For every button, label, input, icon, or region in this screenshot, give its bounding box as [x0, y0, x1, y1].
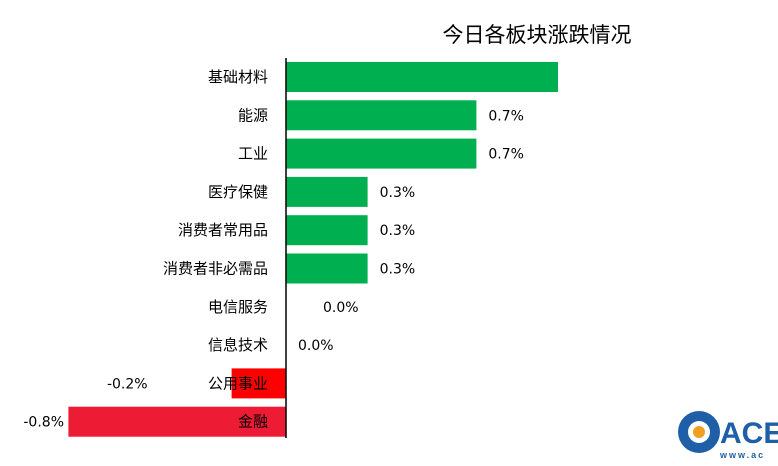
bar [286, 176, 368, 207]
data-label: 0.3% [380, 185, 416, 201]
bar [68, 406, 287, 437]
data-label: 0.3% [380, 262, 416, 278]
category-label: 信息技术 [208, 336, 268, 354]
category-label: 金融 [238, 413, 268, 431]
data-label: 0.0% [323, 300, 359, 316]
watermark-subtext: www.ac [719, 450, 765, 460]
bar [286, 138, 477, 169]
data-label: 0.0% [298, 338, 334, 354]
data-label: -0.8% [23, 415, 64, 431]
bar [286, 62, 558, 92]
bar [286, 215, 368, 246]
watermark-logo: ACE www.ac [678, 411, 778, 460]
data-label: -0.2% [107, 376, 148, 392]
watermark-text: ACE [720, 417, 778, 450]
category-label: 能源 [238, 106, 268, 124]
chart-title: 今日各板块涨跌情况 [443, 23, 632, 47]
bar [231, 368, 286, 399]
watermark-globe-core [693, 426, 705, 438]
bars-layer [68, 62, 558, 437]
category-label: 基础材料 [208, 68, 268, 86]
category-label: 医疗保健 [208, 183, 268, 201]
bar [286, 100, 477, 131]
data-label: 0.7% [488, 108, 524, 124]
category-label: 公用事业 [208, 374, 268, 392]
data-label: 0.7% [488, 147, 524, 163]
bar [286, 253, 368, 284]
category-label: 消费者常用品 [178, 221, 268, 239]
category-label: 电信服务 [208, 298, 268, 316]
data-label: 0.3% [380, 223, 416, 239]
category-label: 消费者非必需品 [163, 260, 268, 278]
category-label: 工业 [238, 145, 268, 163]
